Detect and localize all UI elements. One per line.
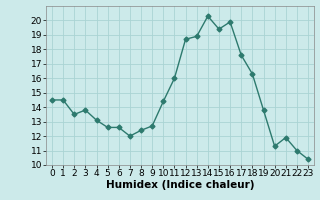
X-axis label: Humidex (Indice chaleur): Humidex (Indice chaleur) — [106, 180, 254, 190]
